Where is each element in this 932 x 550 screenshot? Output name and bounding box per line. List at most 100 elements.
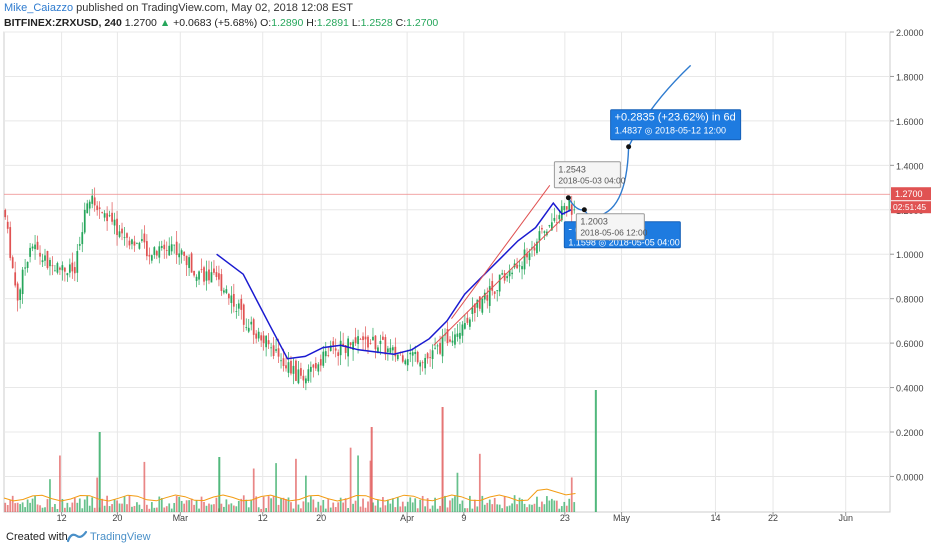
volume-bar	[66, 502, 69, 512]
candle-body	[357, 336, 359, 345]
candle-body	[493, 291, 496, 294]
candle-body	[103, 213, 106, 218]
volume-bar	[250, 499, 253, 512]
volume-bar	[257, 507, 260, 512]
volume-bar	[252, 468, 255, 512]
candle-body	[9, 227, 12, 258]
volume-bar	[357, 455, 359, 512]
open-label: O:	[260, 17, 272, 29]
tradingview-brand[interactable]: TradingView	[90, 531, 151, 543]
volume-bar	[178, 496, 181, 512]
candle-body	[218, 273, 220, 280]
volume-bar	[528, 504, 531, 512]
volume-bar	[131, 506, 133, 512]
volume-bar	[73, 497, 76, 512]
candle-body	[170, 244, 173, 252]
x-tick-label: Apr	[400, 513, 414, 523]
volume-bar	[367, 501, 369, 512]
volume-bar	[290, 502, 292, 512]
candle-body	[312, 364, 315, 368]
candle-body	[538, 231, 541, 241]
volume-bar	[409, 497, 412, 512]
volume-bar	[34, 496, 36, 512]
candle-body	[173, 244, 176, 246]
volume-bar	[476, 506, 479, 512]
volume-bar	[31, 498, 34, 512]
volume-bar	[223, 506, 225, 512]
volume-bar	[185, 500, 188, 512]
volume-spike	[370, 427, 373, 512]
candle-body	[471, 307, 474, 315]
candle-body	[416, 351, 419, 363]
volume-bar	[24, 507, 26, 512]
y-tick-label: 0.0000	[896, 472, 924, 482]
volume-bar	[93, 507, 96, 512]
volume-bar	[498, 504, 501, 512]
volume-bar	[71, 502, 74, 512]
candle-body	[550, 222, 553, 231]
price-axis[interactable]: 2.00001.80001.60001.40001.20001.00000.80…	[890, 28, 931, 482]
candle-body	[255, 333, 258, 339]
volume-bar	[49, 479, 51, 512]
candle-body	[565, 206, 568, 210]
price-chart[interactable]: - (-5.96%) in 2d1.1598 ◎ 2018-05-05 04:0…	[0, 0, 932, 523]
candle-body	[158, 246, 161, 258]
candle-body	[225, 289, 228, 293]
volume-bar	[272, 495, 275, 512]
candle-body	[419, 362, 422, 367]
volume-bar	[44, 507, 46, 512]
candle-body	[295, 360, 297, 381]
candle-body	[431, 350, 434, 360]
y-tick-label: 0.6000	[896, 339, 924, 349]
candle-body	[426, 353, 429, 359]
volume-bar	[429, 508, 431, 512]
volume-bar	[41, 507, 44, 512]
candle-body	[232, 294, 235, 307]
candle-body	[456, 333, 459, 337]
candle-body	[123, 237, 126, 239]
volume-bar	[488, 499, 491, 512]
candle-body	[488, 286, 491, 306]
volume-bar	[434, 497, 436, 512]
candle-body	[252, 319, 255, 335]
candle-body	[81, 232, 84, 245]
price-badge	[891, 187, 931, 201]
volume-bar	[302, 501, 305, 512]
author-link[interactable]: Mike_Caiazzo	[4, 2, 74, 14]
volume-bar	[133, 505, 136, 512]
volume-bar	[242, 495, 245, 512]
volume-bar	[387, 499, 389, 512]
candle-body	[396, 354, 399, 360]
volume-bar	[277, 504, 280, 512]
candle-body	[168, 245, 171, 256]
time-axis[interactable]: 12 20 Mar 12 20 Apr 9 23 May 14 22 Jun	[57, 512, 853, 523]
candle-body	[223, 290, 225, 293]
volume-bar	[88, 505, 91, 512]
volume-bar	[449, 500, 451, 512]
symbol-label[interactable]: BITFINEX:ZRXUSD, 240	[4, 17, 122, 29]
volume-bar	[322, 499, 325, 512]
candle-body	[369, 343, 372, 344]
volume-bar	[54, 504, 56, 512]
candle-body	[451, 340, 454, 343]
volume-bar	[148, 508, 151, 512]
volume-bar	[198, 508, 200, 512]
volume-bar	[342, 502, 345, 512]
volume-bar	[473, 499, 476, 512]
volume-bar	[64, 507, 66, 512]
volume-bar	[227, 504, 230, 512]
candle-body	[64, 267, 66, 272]
volume-bar	[309, 496, 312, 512]
candle-body	[41, 260, 44, 263]
candle-body	[210, 272, 213, 283]
countdown-label: 02:51:45	[893, 202, 926, 212]
tradingview-logo-icon[interactable]	[66, 529, 88, 543]
volume-bar	[111, 504, 113, 512]
candle-body	[317, 364, 320, 372]
candle-body	[446, 328, 449, 343]
volume-bar	[359, 506, 362, 512]
candle-body	[54, 270, 56, 272]
candle-body	[61, 265, 64, 271]
close-label: C:	[395, 17, 407, 29]
candle-body	[31, 246, 34, 249]
